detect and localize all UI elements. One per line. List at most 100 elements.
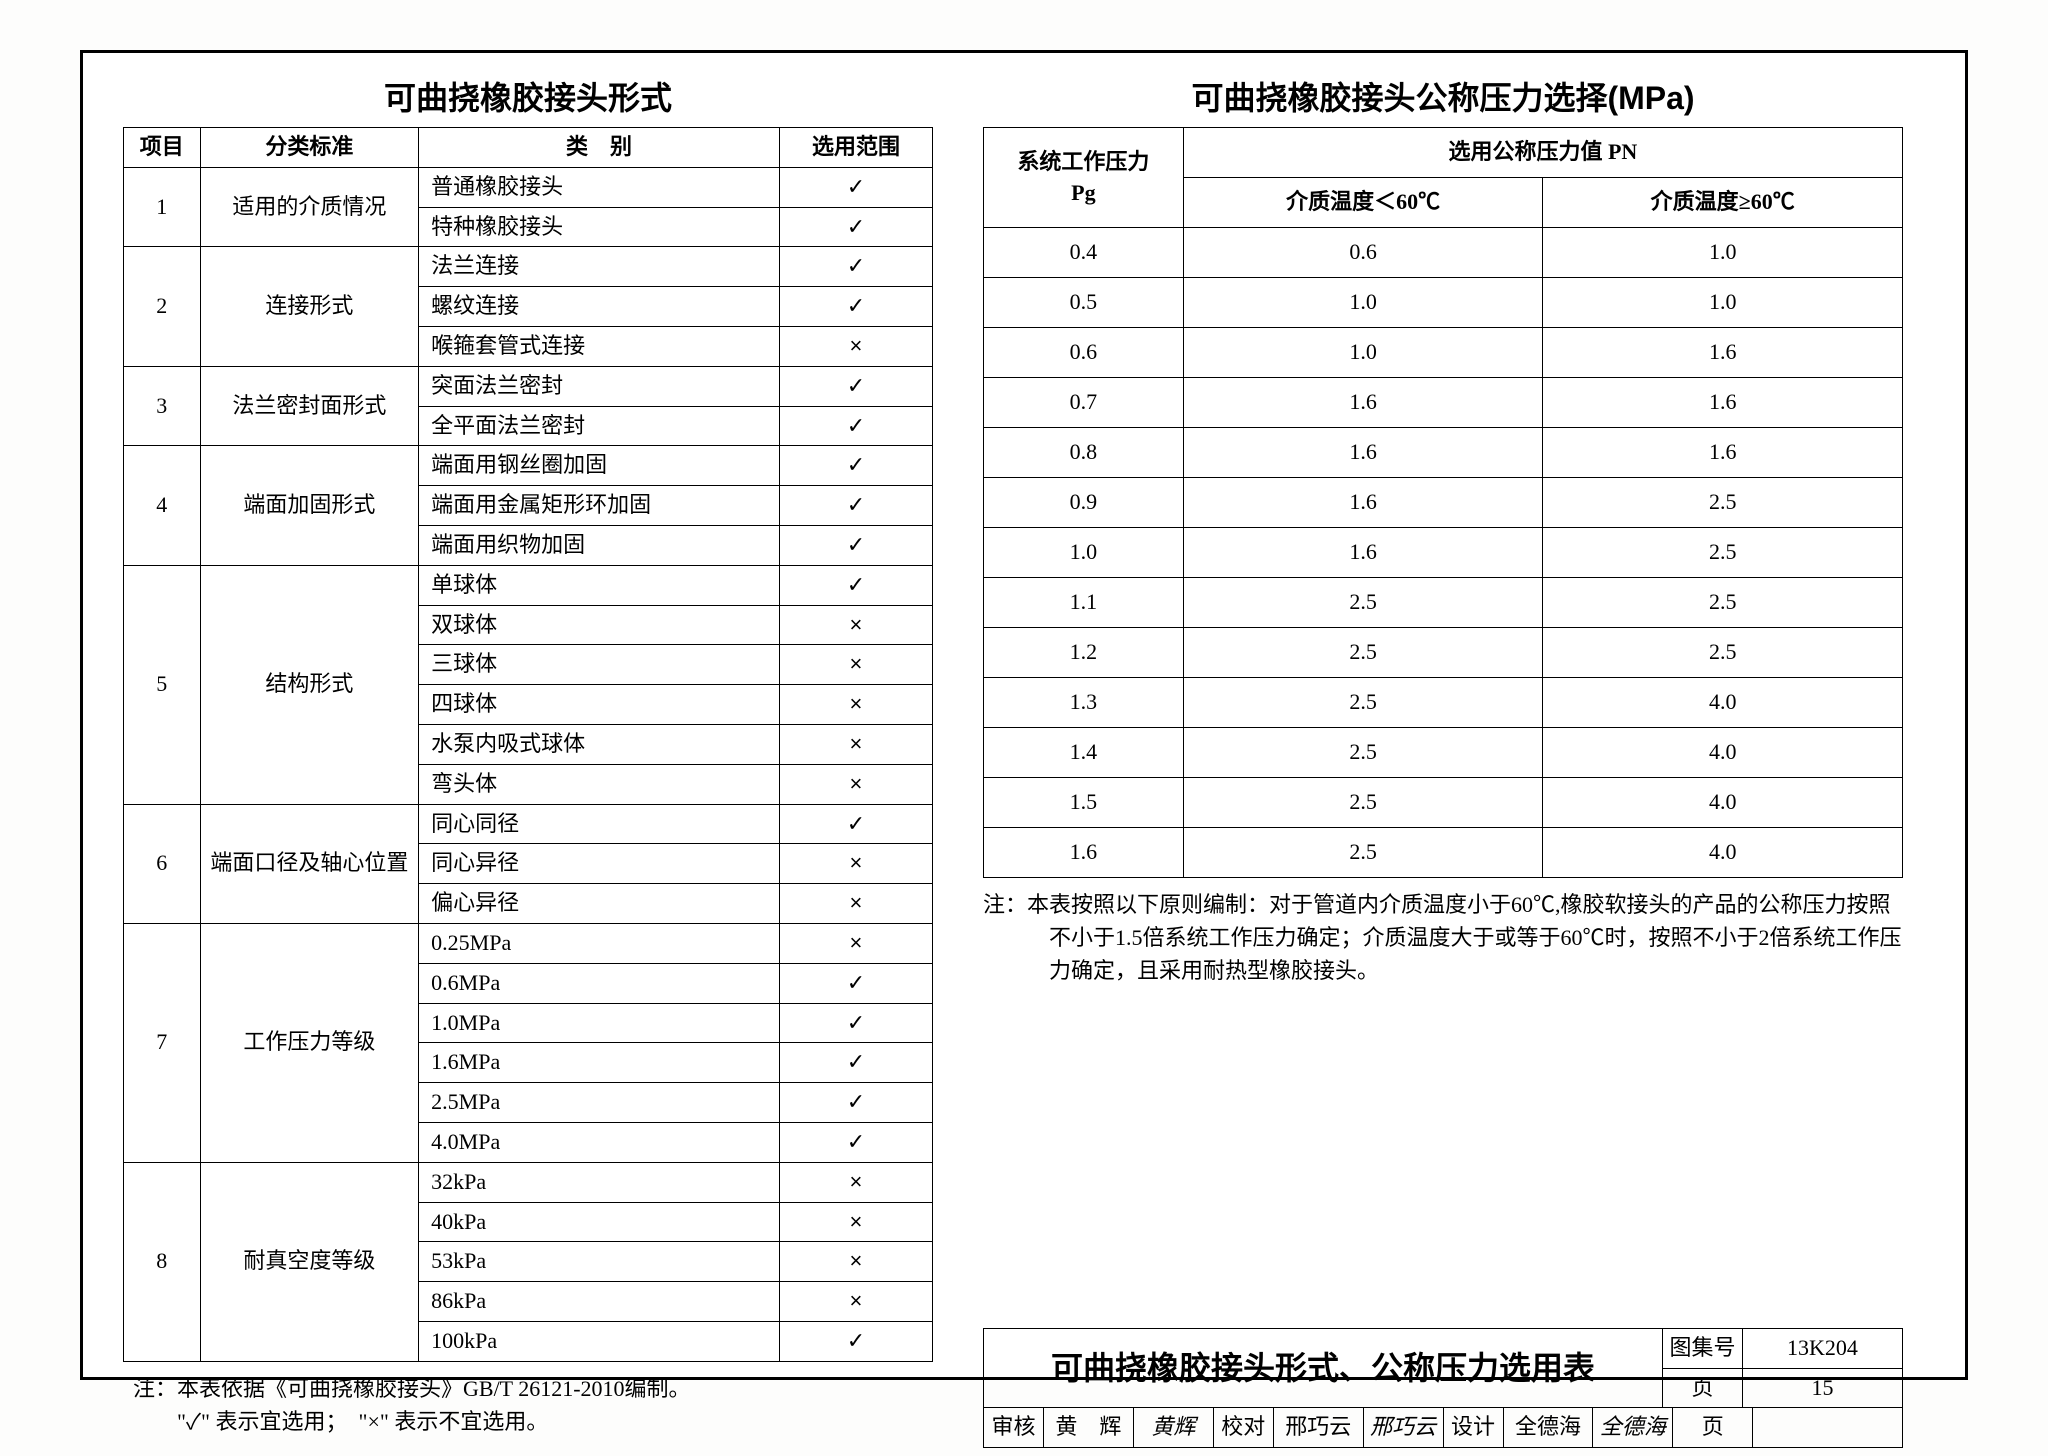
cell-cat: 水泵内吸式球体 — [419, 724, 780, 764]
hdr-sel: 选用范围 — [779, 128, 932, 168]
cell-cat: 突面法兰密封 — [419, 366, 780, 406]
cell-cat: 四球体 — [419, 685, 780, 725]
cell-pg: 0.9 — [984, 478, 1184, 528]
cell-b: 4.0 — [1543, 678, 1903, 728]
cell-cat: 端面用金属矩形环加固 — [419, 486, 780, 526]
cell-b: 1.0 — [1543, 278, 1903, 328]
cell-cat: 4.0MPa — [419, 1122, 780, 1162]
cell-idx: 6 — [124, 804, 201, 923]
cell-std: 连接形式 — [200, 247, 419, 366]
table-row: 1.12.52.5 — [984, 578, 1903, 628]
cell-cat: 32kPa — [419, 1162, 780, 1202]
drawing-set-no: 13K204 — [1743, 1328, 1903, 1368]
cell-pg: 1.6 — [984, 828, 1184, 878]
cell-a: 0.6 — [1183, 228, 1543, 278]
page-frame: 可曲挠橡胶接头形式 项目 分类标准 类 别 选用范围 1适用的介质情况普通橡胶接… — [80, 50, 1968, 1380]
title-block-table: 可曲挠橡胶接头形式、公称压力选用表 图集号 13K204 页 15 — [983, 1328, 1903, 1409]
check-sig: 邢巧云 — [1363, 1407, 1443, 1447]
cell-sel: × — [779, 923, 932, 963]
cell-sel: × — [779, 764, 932, 804]
page-no: 15 — [1743, 1368, 1903, 1408]
cell-pg: 1.3 — [984, 678, 1184, 728]
cell-cat: 1.0MPa — [419, 1003, 780, 1043]
cell-a: 2.5 — [1183, 578, 1543, 628]
cell-a: 1.0 — [1183, 328, 1543, 378]
cell-idx: 8 — [124, 1162, 201, 1361]
cell-sel: × — [779, 1202, 932, 1242]
cell-std: 端面加固形式 — [200, 446, 419, 565]
right-table-note: 注：本表按照以下原则编制：对于管道内介质温度小于60℃,橡胶软接头的产品的公称压… — [1049, 888, 1903, 987]
cell-sel: ✓ — [779, 406, 932, 446]
design-label: 设计 — [1443, 1407, 1503, 1447]
right-table: 系统工作压力Pg 选用公称压力值 PN 介质温度＜60℃ 介质温度≥60℃ 0.… — [983, 127, 1903, 878]
right-header-row-1: 系统工作压力Pg 选用公称压力值 PN — [984, 128, 1903, 178]
cell-a: 1.6 — [1183, 378, 1543, 428]
cell-std: 结构形式 — [200, 565, 419, 804]
cell-sel: ✓ — [779, 486, 932, 526]
cell-cat: 40kPa — [419, 1202, 780, 1242]
cell-pg: 1.2 — [984, 628, 1184, 678]
cell-idx: 4 — [124, 446, 201, 565]
cell-pg: 0.7 — [984, 378, 1184, 428]
cell-a: 2.5 — [1183, 778, 1543, 828]
cell-a: 1.6 — [1183, 428, 1543, 478]
table-row: 7工作压力等级0.25MPa× — [124, 923, 933, 963]
cell-sel: × — [779, 724, 932, 764]
cell-a: 2.5 — [1183, 828, 1543, 878]
cell-sel: × — [779, 685, 932, 725]
cell-cat: 同心异径 — [419, 844, 780, 884]
cell-cat: 端面用织物加固 — [419, 525, 780, 565]
cell-cat: 法兰连接 — [419, 247, 780, 287]
table-row: 1.52.54.0 — [984, 778, 1903, 828]
cell-a: 2.5 — [1183, 628, 1543, 678]
cell-sel: ✓ — [779, 1122, 932, 1162]
table-row: 0.61.01.6 — [984, 328, 1903, 378]
drawing-title: 可曲挠橡胶接头形式、公称压力选用表 — [984, 1328, 1663, 1408]
hdr-std: 分类标准 — [200, 128, 419, 168]
cell-pg: 1.5 — [984, 778, 1184, 828]
cell-sel: × — [779, 884, 932, 924]
cell-cat: 三球体 — [419, 645, 780, 685]
cell-sel: ✓ — [779, 207, 932, 247]
cell-sel: ✓ — [779, 287, 932, 327]
cell-a: 2.5 — [1183, 728, 1543, 778]
cell-cat: 特种橡胶接头 — [419, 207, 780, 247]
cell-pg: 1.0 — [984, 528, 1184, 578]
cell-std: 法兰密封面形式 — [200, 366, 419, 446]
cell-sel: × — [779, 844, 932, 884]
table-row: 0.51.01.0 — [984, 278, 1903, 328]
cell-sel: ✓ — [779, 804, 932, 844]
cell-cat: 0.25MPa — [419, 923, 780, 963]
cell-b: 4.0 — [1543, 778, 1903, 828]
table-row: 0.81.61.6 — [984, 428, 1903, 478]
cell-sel: × — [779, 1282, 932, 1322]
content-area: 可曲挠橡胶接头形式 项目 分类标准 类 别 选用范围 1适用的介质情况普通橡胶接… — [83, 53, 1965, 1448]
cell-cat: 偏心异径 — [419, 884, 780, 924]
table-row: 1.22.52.5 — [984, 628, 1903, 678]
table-row: 1.32.54.0 — [984, 678, 1903, 728]
cell-pg: 1.1 — [984, 578, 1184, 628]
cell-idx: 7 — [124, 923, 201, 1162]
table-row: 1适用的介质情况普通橡胶接头✓ — [124, 167, 933, 207]
cell-sel: ✓ — [779, 1083, 932, 1123]
cell-idx: 3 — [124, 366, 201, 446]
design-name: 全德海 — [1503, 1407, 1593, 1447]
cell-a: 1.0 — [1183, 278, 1543, 328]
page-label: 页 — [1663, 1368, 1743, 1408]
cell-cat: 86kPa — [419, 1282, 780, 1322]
cell-idx: 1 — [124, 167, 201, 247]
table-row: 8耐真空度等级32kPa× — [124, 1162, 933, 1202]
cell-sel: ✓ — [779, 446, 932, 486]
left-table-note: 注：本表依据《可曲挠橡胶接头》GB/T 26121-2010编制。 "✓" 表示… — [123, 1372, 933, 1438]
cell-pg: 0.6 — [984, 328, 1184, 378]
cell-pg: 0.4 — [984, 228, 1184, 278]
cell-b: 1.0 — [1543, 228, 1903, 278]
sig-table: 审核 黄 辉 黄辉 校对 邢巧云 邢巧云 设计 全德海 全德海 页 — [983, 1407, 1903, 1448]
cell-sel: ✓ — [779, 1043, 932, 1083]
cell-b: 1.6 — [1543, 378, 1903, 428]
table-row: 1.42.54.0 — [984, 728, 1903, 778]
cell-cat: 同心同径 — [419, 804, 780, 844]
cell-cat: 单球体 — [419, 565, 780, 605]
cell-pg: 0.5 — [984, 278, 1184, 328]
cell-cat: 弯头体 — [419, 764, 780, 804]
